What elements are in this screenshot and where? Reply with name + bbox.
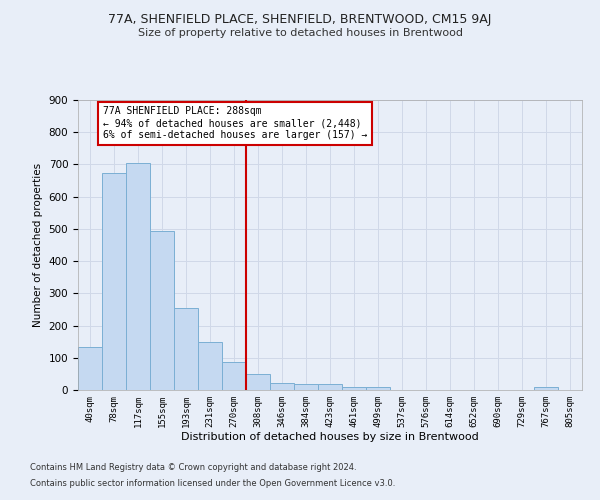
Bar	[150, 232, 174, 390]
Bar	[294, 384, 318, 390]
Bar	[366, 387, 390, 390]
Bar	[102, 172, 126, 390]
Bar	[270, 383, 294, 390]
Bar	[318, 384, 342, 390]
Text: Distribution of detached houses by size in Brentwood: Distribution of detached houses by size …	[181, 432, 479, 442]
Text: Contains public sector information licensed under the Open Government Licence v3: Contains public sector information licen…	[30, 478, 395, 488]
Text: Size of property relative to detached houses in Brentwood: Size of property relative to detached ho…	[137, 28, 463, 38]
Bar	[222, 362, 246, 390]
Bar	[78, 346, 102, 390]
Bar	[126, 163, 150, 390]
Bar	[342, 387, 366, 390]
Text: 77A, SHENFIELD PLACE, SHENFIELD, BRENTWOOD, CM15 9AJ: 77A, SHENFIELD PLACE, SHENFIELD, BRENTWO…	[109, 12, 491, 26]
Bar	[198, 342, 222, 390]
Bar	[174, 308, 198, 390]
Text: 77A SHENFIELD PLACE: 288sqm
← 94% of detached houses are smaller (2,448)
6% of s: 77A SHENFIELD PLACE: 288sqm ← 94% of det…	[103, 106, 368, 140]
Bar	[246, 374, 270, 390]
Bar	[534, 387, 558, 390]
Text: Contains HM Land Registry data © Crown copyright and database right 2024.: Contains HM Land Registry data © Crown c…	[30, 464, 356, 472]
Y-axis label: Number of detached properties: Number of detached properties	[33, 163, 43, 327]
